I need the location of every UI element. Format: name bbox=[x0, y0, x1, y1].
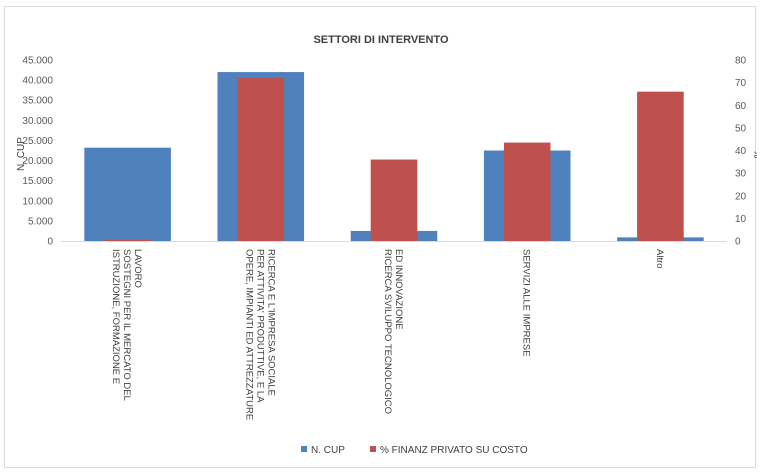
y-tick-right: 20 bbox=[735, 191, 747, 202]
y-tick-left: 0 bbox=[47, 237, 53, 248]
legend-swatch-0 bbox=[301, 446, 307, 452]
category-label-line: ED INNOVAZIONE bbox=[393, 249, 404, 330]
y-tick-left: 45.000 bbox=[22, 56, 53, 67]
chart-frame: SETTORI DI INTERVENTO N. CUP % 0 5.000 10.… bbox=[4, 6, 757, 468]
bar-n-cup-0 bbox=[84, 147, 171, 241]
y-tick-left: 40.000 bbox=[22, 76, 53, 87]
legend-swatch-1 bbox=[370, 446, 376, 452]
y-tick-right: 0 bbox=[735, 237, 741, 248]
category-labels: ISTRUZIONE, FORMAZIONE E SOSTEGNI PER IL … bbox=[110, 249, 665, 420]
legend-label-0: N. CUP bbox=[311, 445, 345, 456]
category-label-line: RICERCA E L'IMPRESA SOCIALE bbox=[265, 249, 276, 396]
chart-svg: SETTORI DI INTERVENTO N. CUP % 0 5.000 10.… bbox=[16, 34, 757, 456]
y-tick-left: 30.000 bbox=[22, 116, 53, 127]
y-tick-left: 15.000 bbox=[22, 176, 53, 187]
category-label-2: RICERCA SVILUPPO TECNOLOGICO ED INNOVAZIO… bbox=[382, 249, 404, 414]
bar-finanz-privato-1 bbox=[237, 78, 285, 241]
y-tick-left: 20.000 bbox=[22, 156, 53, 167]
y-tick-right: 70 bbox=[735, 78, 747, 89]
y-axis-title-left: N. CUP bbox=[16, 137, 27, 171]
chart-title: SETTORI DI INTERVENTO bbox=[313, 34, 449, 46]
y-tick-left: 5.000 bbox=[28, 216, 53, 227]
y-tick-right: 80 bbox=[735, 56, 747, 67]
y-tick-right: 10 bbox=[735, 214, 747, 225]
category-label-line: SERVIZI ALLE IMPRESE bbox=[521, 249, 532, 357]
category-label-0: ISTRUZIONE, FORMAZIONE E SOSTEGNI PER IL … bbox=[110, 249, 143, 401]
bars-group bbox=[84, 72, 704, 241]
left-axis-ticks: 0 5.000 10.000 15.000 20.000 25.000 30.000 35.0… bbox=[22, 56, 53, 248]
y-axis-title-right: % bbox=[751, 150, 757, 159]
y-tick-right: 30 bbox=[735, 169, 747, 180]
category-label-line: Altro bbox=[654, 249, 665, 269]
y-tick-right: 40 bbox=[735, 146, 747, 157]
y-tick-left: 10.000 bbox=[22, 196, 53, 207]
y-tick-right: 50 bbox=[735, 123, 747, 134]
category-label-line: ISTRUZIONE, FORMAZIONE E bbox=[110, 249, 121, 384]
legend-label-1: % FINANZ PRIVATO SU COSTO bbox=[380, 445, 528, 456]
y-tick-right: 60 bbox=[735, 101, 747, 112]
y-tick-left: 25.000 bbox=[22, 136, 53, 147]
category-label-3: SERVIZI ALLE IMPRESE bbox=[521, 249, 532, 357]
right-axis-ticks: 0 10 20 30 40 50 60 70 80 bbox=[735, 56, 747, 248]
category-label-4: Altro bbox=[654, 249, 665, 269]
category-label-1: OPERE, IMPIANTI ED ATTREZZATURE PER ATTIV… bbox=[243, 249, 276, 420]
category-label-line: SOSTEGNI PER IL MERCATO DEL bbox=[121, 249, 132, 401]
category-label-line: OPERE, IMPIANTI ED ATTREZZATURE bbox=[243, 249, 254, 420]
bar-finanz-privato-3 bbox=[503, 142, 551, 241]
category-label-line: PER ATTIVITA' PRODUTTIVE, E LA bbox=[254, 249, 265, 403]
category-label-line: RICERCA SVILUPPO TECNOLOGICO bbox=[382, 249, 393, 414]
y-tick-left: 35.000 bbox=[22, 96, 53, 107]
bar-finanz-privato-0 bbox=[104, 239, 151, 241]
bar-finanz-privato-4 bbox=[637, 91, 684, 241]
bar-finanz-privato-2 bbox=[370, 159, 418, 241]
legend: N. CUP % FINANZ PRIVATO SU COSTO bbox=[301, 445, 528, 456]
category-label-line: LAVORO bbox=[132, 249, 143, 288]
